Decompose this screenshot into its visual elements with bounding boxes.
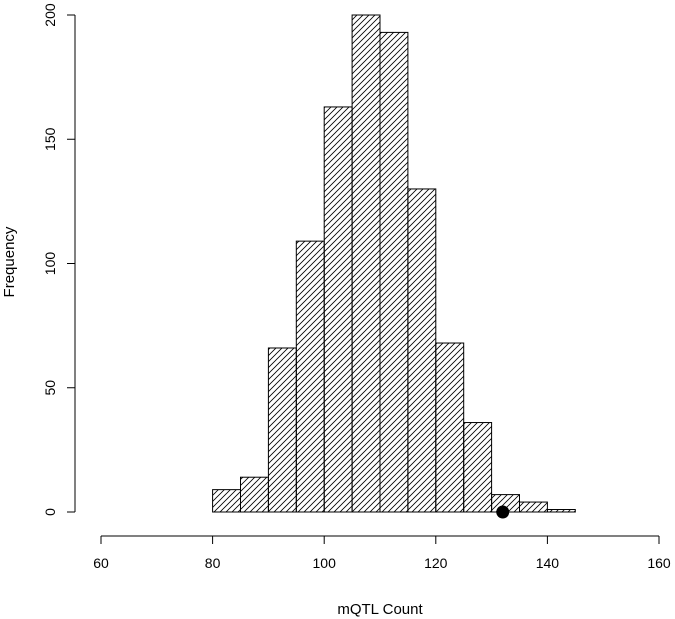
bars-layer	[212, 14, 576, 513]
histogram-bar	[351, 14, 381, 513]
x-tick-label: 140	[536, 555, 560, 571]
y-tick-label: 150	[42, 127, 58, 151]
histogram-bar	[435, 342, 465, 513]
histogram-bar	[379, 31, 409, 513]
histogram-bar	[323, 106, 353, 513]
y-tick-label: 50	[42, 380, 58, 396]
y-tick-label: 0	[42, 508, 58, 516]
histogram-bar	[295, 240, 325, 513]
histogram-bar	[212, 489, 242, 513]
x-axis: 60 80 100 120 140 160	[93, 535, 671, 571]
y-tick-label: 200	[42, 3, 58, 27]
y-tick-label: 100	[42, 252, 58, 276]
x-tick-label: 120	[424, 555, 448, 571]
x-tick-label: 60	[93, 555, 109, 571]
observed-value-marker	[496, 505, 510, 519]
y-axis: 0 50 100 150 200	[42, 3, 76, 516]
histogram-bar	[407, 188, 437, 513]
marker-layer	[496, 505, 510, 519]
histogram-bar	[519, 501, 548, 513]
x-axis-title: mQTL Count	[337, 601, 423, 618]
x-tick-label: 80	[205, 555, 221, 571]
x-tick-label: 100	[313, 555, 337, 571]
y-axis-title: Frequency	[1, 226, 18, 297]
histogram-bar	[463, 422, 493, 513]
histogram-bar	[546, 509, 576, 513]
histogram-bar	[267, 347, 297, 513]
histogram-bar	[240, 476, 269, 513]
x-tick-label: 160	[647, 555, 671, 571]
